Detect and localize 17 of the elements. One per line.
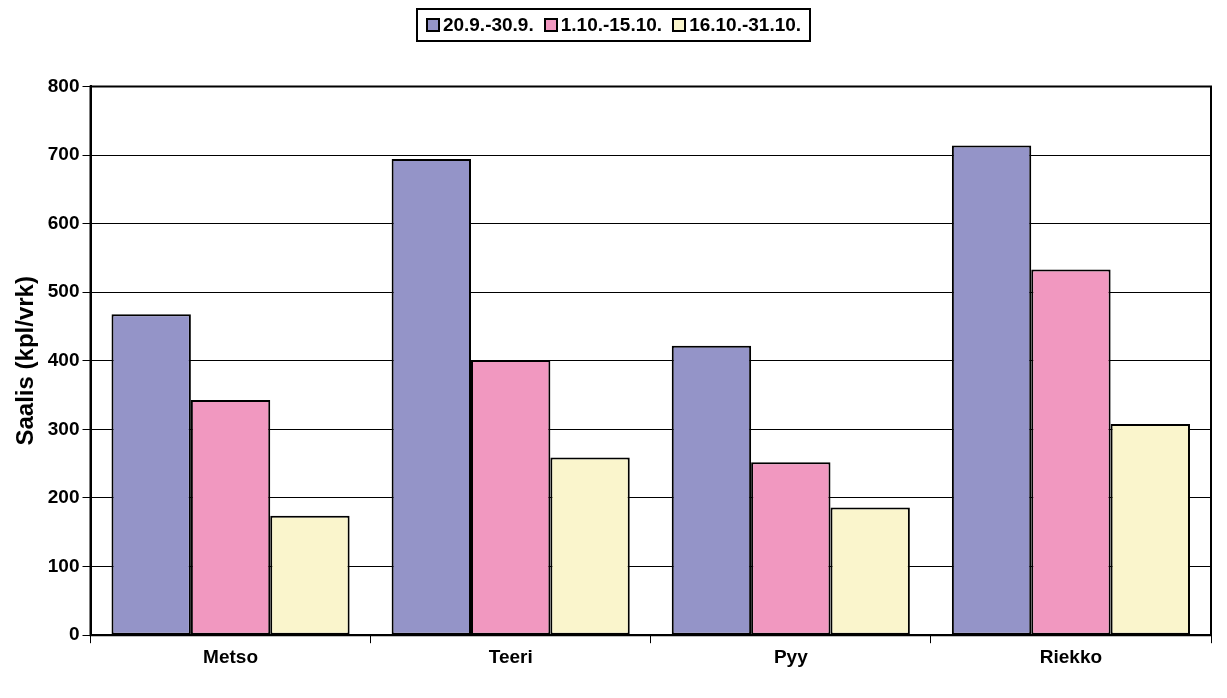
legend-label: 1.10.-15.10. <box>560 14 663 36</box>
y-tick-label: 500 <box>47 280 80 302</box>
legend-label: 16.10.-31.10. <box>689 14 802 36</box>
y-tick-label: 400 <box>47 349 80 371</box>
y-tick-label: 200 <box>47 486 80 508</box>
y-tick-label: 100 <box>47 554 80 576</box>
y-axis-title: Saalis (kpl/vrk) <box>11 276 39 446</box>
x-tick-label: Teeri <box>488 645 533 667</box>
y-tick-label: 0 <box>68 623 80 645</box>
x-tick-label: Riekko <box>1039 645 1103 667</box>
y-tick-label: 600 <box>47 211 80 233</box>
x-tick-label: Pyy <box>773 645 809 667</box>
y-tick-label: 700 <box>47 143 80 165</box>
y-tick-label: 300 <box>47 417 80 439</box>
y-tick-label: 800 <box>47 74 80 96</box>
x-tick-label: Metso <box>203 645 259 667</box>
legend-label: 20.9.-30.9. <box>442 14 534 36</box>
